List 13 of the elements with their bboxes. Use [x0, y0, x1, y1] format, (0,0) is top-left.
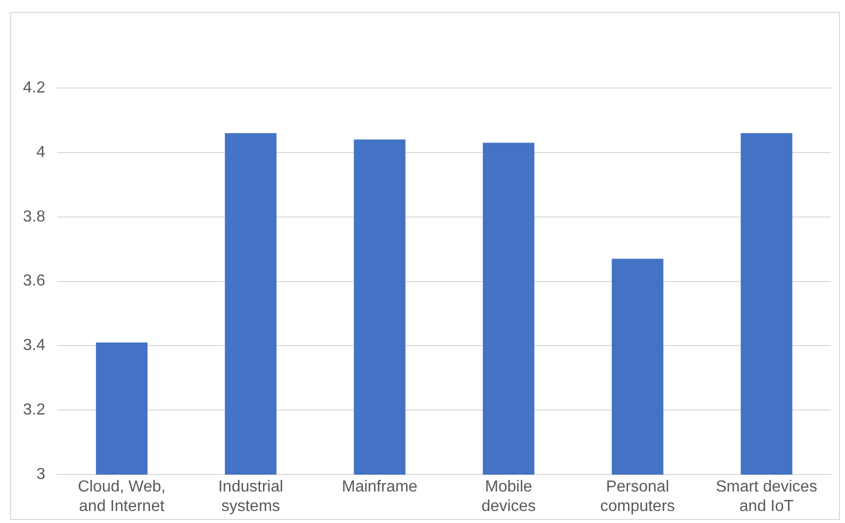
y-tick-label: 3	[36, 466, 46, 484]
y-tick-label: 3.2	[22, 402, 46, 419]
y-tick-label: 4	[36, 144, 46, 161]
x-tick-label: Smart devices and IoT	[716, 478, 818, 515]
y-tick-label: 3.6	[22, 272, 46, 290]
y-tick-label: 4.2	[22, 79, 46, 96]
x-tick-label: Mainframe	[342, 478, 418, 496]
x-tick-label: Mobile devices	[481, 478, 536, 515]
x-tick-label: Personal computers	[600, 478, 675, 515]
y-tick-label: 3.4	[22, 337, 46, 354]
x-tick-label: Industrial systems	[218, 478, 284, 515]
x-tick-label: Cloud, Web, and Internet	[78, 478, 166, 515]
y-tick-label: 3.8	[22, 208, 46, 226]
